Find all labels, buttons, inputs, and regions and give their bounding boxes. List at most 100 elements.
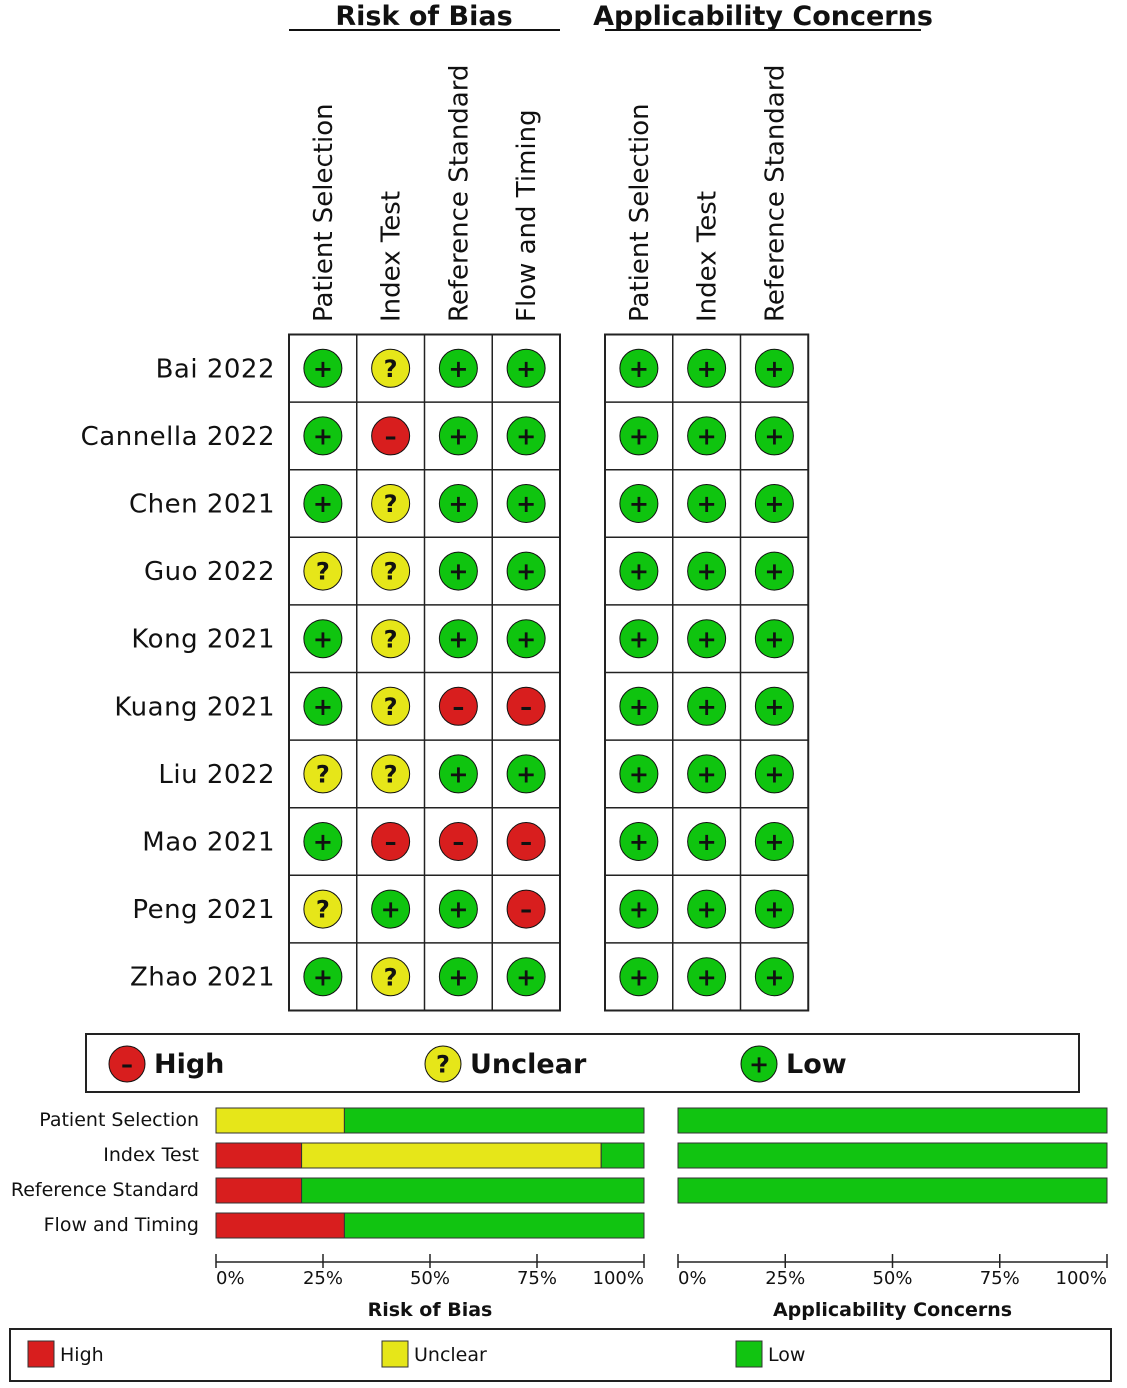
plus-icon: + bbox=[697, 355, 717, 383]
applicability-cell-circle bbox=[754, 484, 794, 523]
risk-cell-circle bbox=[303, 957, 343, 997]
plus-icon: + bbox=[697, 693, 717, 721]
plus-icon: + bbox=[764, 423, 784, 451]
question-icon: ? bbox=[316, 558, 330, 586]
risk-cell-circle bbox=[506, 416, 546, 456]
plus-icon: + bbox=[313, 625, 333, 653]
plus-icon: + bbox=[448, 558, 468, 586]
question-icon: ? bbox=[384, 963, 398, 991]
plus-icon: + bbox=[381, 896, 401, 924]
legend-swatch-high bbox=[27, 1340, 55, 1368]
risk-cell-circle bbox=[371, 551, 411, 591]
risk-cell-circle bbox=[303, 686, 343, 726]
column-header-reference-standard: Reference Standard bbox=[760, 65, 790, 322]
legend-label: Unclear bbox=[470, 1049, 587, 1080]
legend-label: High bbox=[60, 1344, 104, 1366]
plus-icon: + bbox=[697, 490, 717, 518]
minus-icon: – bbox=[520, 828, 532, 856]
applicability-cell-circle bbox=[687, 957, 727, 997]
applicability-cell-circle bbox=[619, 348, 659, 388]
column-header-flow-and-timing: Flow and Timing bbox=[512, 109, 542, 322]
legend-label: Low bbox=[786, 1049, 847, 1080]
applicability-cell-circle bbox=[687, 686, 727, 726]
plus-icon: + bbox=[764, 828, 784, 856]
plus-icon: + bbox=[448, 963, 468, 991]
risk-cell-circle bbox=[371, 416, 411, 456]
question-icon: ? bbox=[384, 761, 398, 789]
column-header-index-test: Index Test bbox=[377, 191, 407, 322]
x-tick-label: 25% bbox=[303, 1268, 343, 1289]
minus-icon: – bbox=[520, 896, 532, 924]
question-icon: ? bbox=[384, 490, 398, 518]
question-icon: ? bbox=[384, 355, 398, 383]
risk-cell-circle bbox=[506, 754, 546, 794]
bar-category-label: Index Test bbox=[103, 1144, 199, 1166]
plus-icon: + bbox=[448, 896, 468, 924]
study-label: Mao 2021 bbox=[142, 828, 275, 858]
risk-cell-circle bbox=[371, 754, 411, 794]
applicability-cell-circle bbox=[619, 619, 659, 659]
bar-segment-low bbox=[343, 1212, 645, 1239]
plus-icon: + bbox=[697, 423, 717, 451]
column-headers: Patient Selection Index Test Reference Sta… bbox=[309, 65, 791, 322]
bar-category-label: Patient Selection bbox=[39, 1109, 199, 1131]
applicability-cell-circle bbox=[619, 484, 659, 523]
applicability-cell-circle bbox=[754, 957, 794, 997]
plus-icon: + bbox=[313, 693, 333, 721]
applicability-cell-circle bbox=[754, 348, 794, 388]
x-tick-label: 50% bbox=[410, 1268, 450, 1289]
plus-icon: + bbox=[697, 625, 717, 653]
risk-cell-circle bbox=[303, 484, 343, 523]
risk-cell-circle bbox=[303, 754, 343, 794]
plus-icon: + bbox=[629, 828, 649, 856]
applicability-cell-circle bbox=[687, 416, 727, 456]
bar-segment-low bbox=[343, 1107, 645, 1134]
applicability-cell-circle bbox=[687, 619, 727, 659]
plus-icon: + bbox=[764, 963, 784, 991]
legend-label: Unclear bbox=[414, 1344, 487, 1366]
bar-segment-unclear bbox=[215, 1107, 345, 1134]
plus-icon: + bbox=[697, 828, 717, 856]
bar-category-label: Reference Standard bbox=[11, 1179, 199, 1201]
bar-segment-high bbox=[215, 1177, 303, 1204]
x-tick-label: 100% bbox=[593, 1268, 644, 1289]
applicability-cell-circle bbox=[754, 889, 794, 929]
summary-grid: +? + + + + + + – + + + + + +? + + + + +?? + + + + + +? + + + + + +? – – +… bbox=[288, 333, 810, 1012]
plus-icon: + bbox=[629, 896, 649, 924]
study-label: Liu 2022 bbox=[158, 760, 275, 790]
column-header-patient-selection: Patient Selection bbox=[309, 103, 339, 322]
applicability-cell-circle bbox=[754, 551, 794, 591]
plus-icon: + bbox=[629, 423, 649, 451]
symbol-legend: – High? Unclear + Low bbox=[108, 1045, 847, 1083]
minus-icon: – bbox=[452, 828, 464, 856]
applicability-cell-circle bbox=[687, 348, 727, 388]
applicability-cell-circle bbox=[687, 822, 727, 861]
applicability-cell-circle bbox=[754, 822, 794, 861]
plus-icon: + bbox=[764, 896, 784, 924]
question-icon: ? bbox=[384, 558, 398, 586]
risk-cell-circle bbox=[371, 484, 411, 523]
x-tick-label: 75% bbox=[517, 1268, 557, 1289]
risk-cell-circle bbox=[303, 348, 343, 388]
question-icon: ? bbox=[316, 761, 330, 789]
stacked-bar-panels: Patient Selection Index Test Reference Sta… bbox=[11, 1107, 1108, 1321]
study-label: Kuang 2021 bbox=[114, 692, 275, 722]
x-tick-label: 25% bbox=[765, 1268, 805, 1289]
risk-cell-circle bbox=[438, 957, 478, 997]
x-tick-label: 0% bbox=[216, 1268, 245, 1289]
column-header-reference-standard: Reference Standard bbox=[444, 65, 474, 322]
applicability-cell-circle bbox=[619, 957, 659, 997]
risk-cell-circle bbox=[438, 484, 478, 523]
bar-category-label: Flow and Timing bbox=[44, 1214, 199, 1236]
plus-icon: + bbox=[448, 355, 468, 383]
legend-symbol-circle bbox=[424, 1045, 462, 1083]
risk-cell-circle bbox=[506, 822, 546, 861]
risk-cell-circle bbox=[303, 889, 343, 929]
risk-cell-circle bbox=[506, 348, 546, 388]
plus-icon: + bbox=[448, 423, 468, 451]
applicability-cell-circle bbox=[687, 484, 727, 523]
bar-segment-low bbox=[677, 1142, 1108, 1169]
plus-icon: + bbox=[516, 625, 536, 653]
plus-icon: + bbox=[516, 963, 536, 991]
